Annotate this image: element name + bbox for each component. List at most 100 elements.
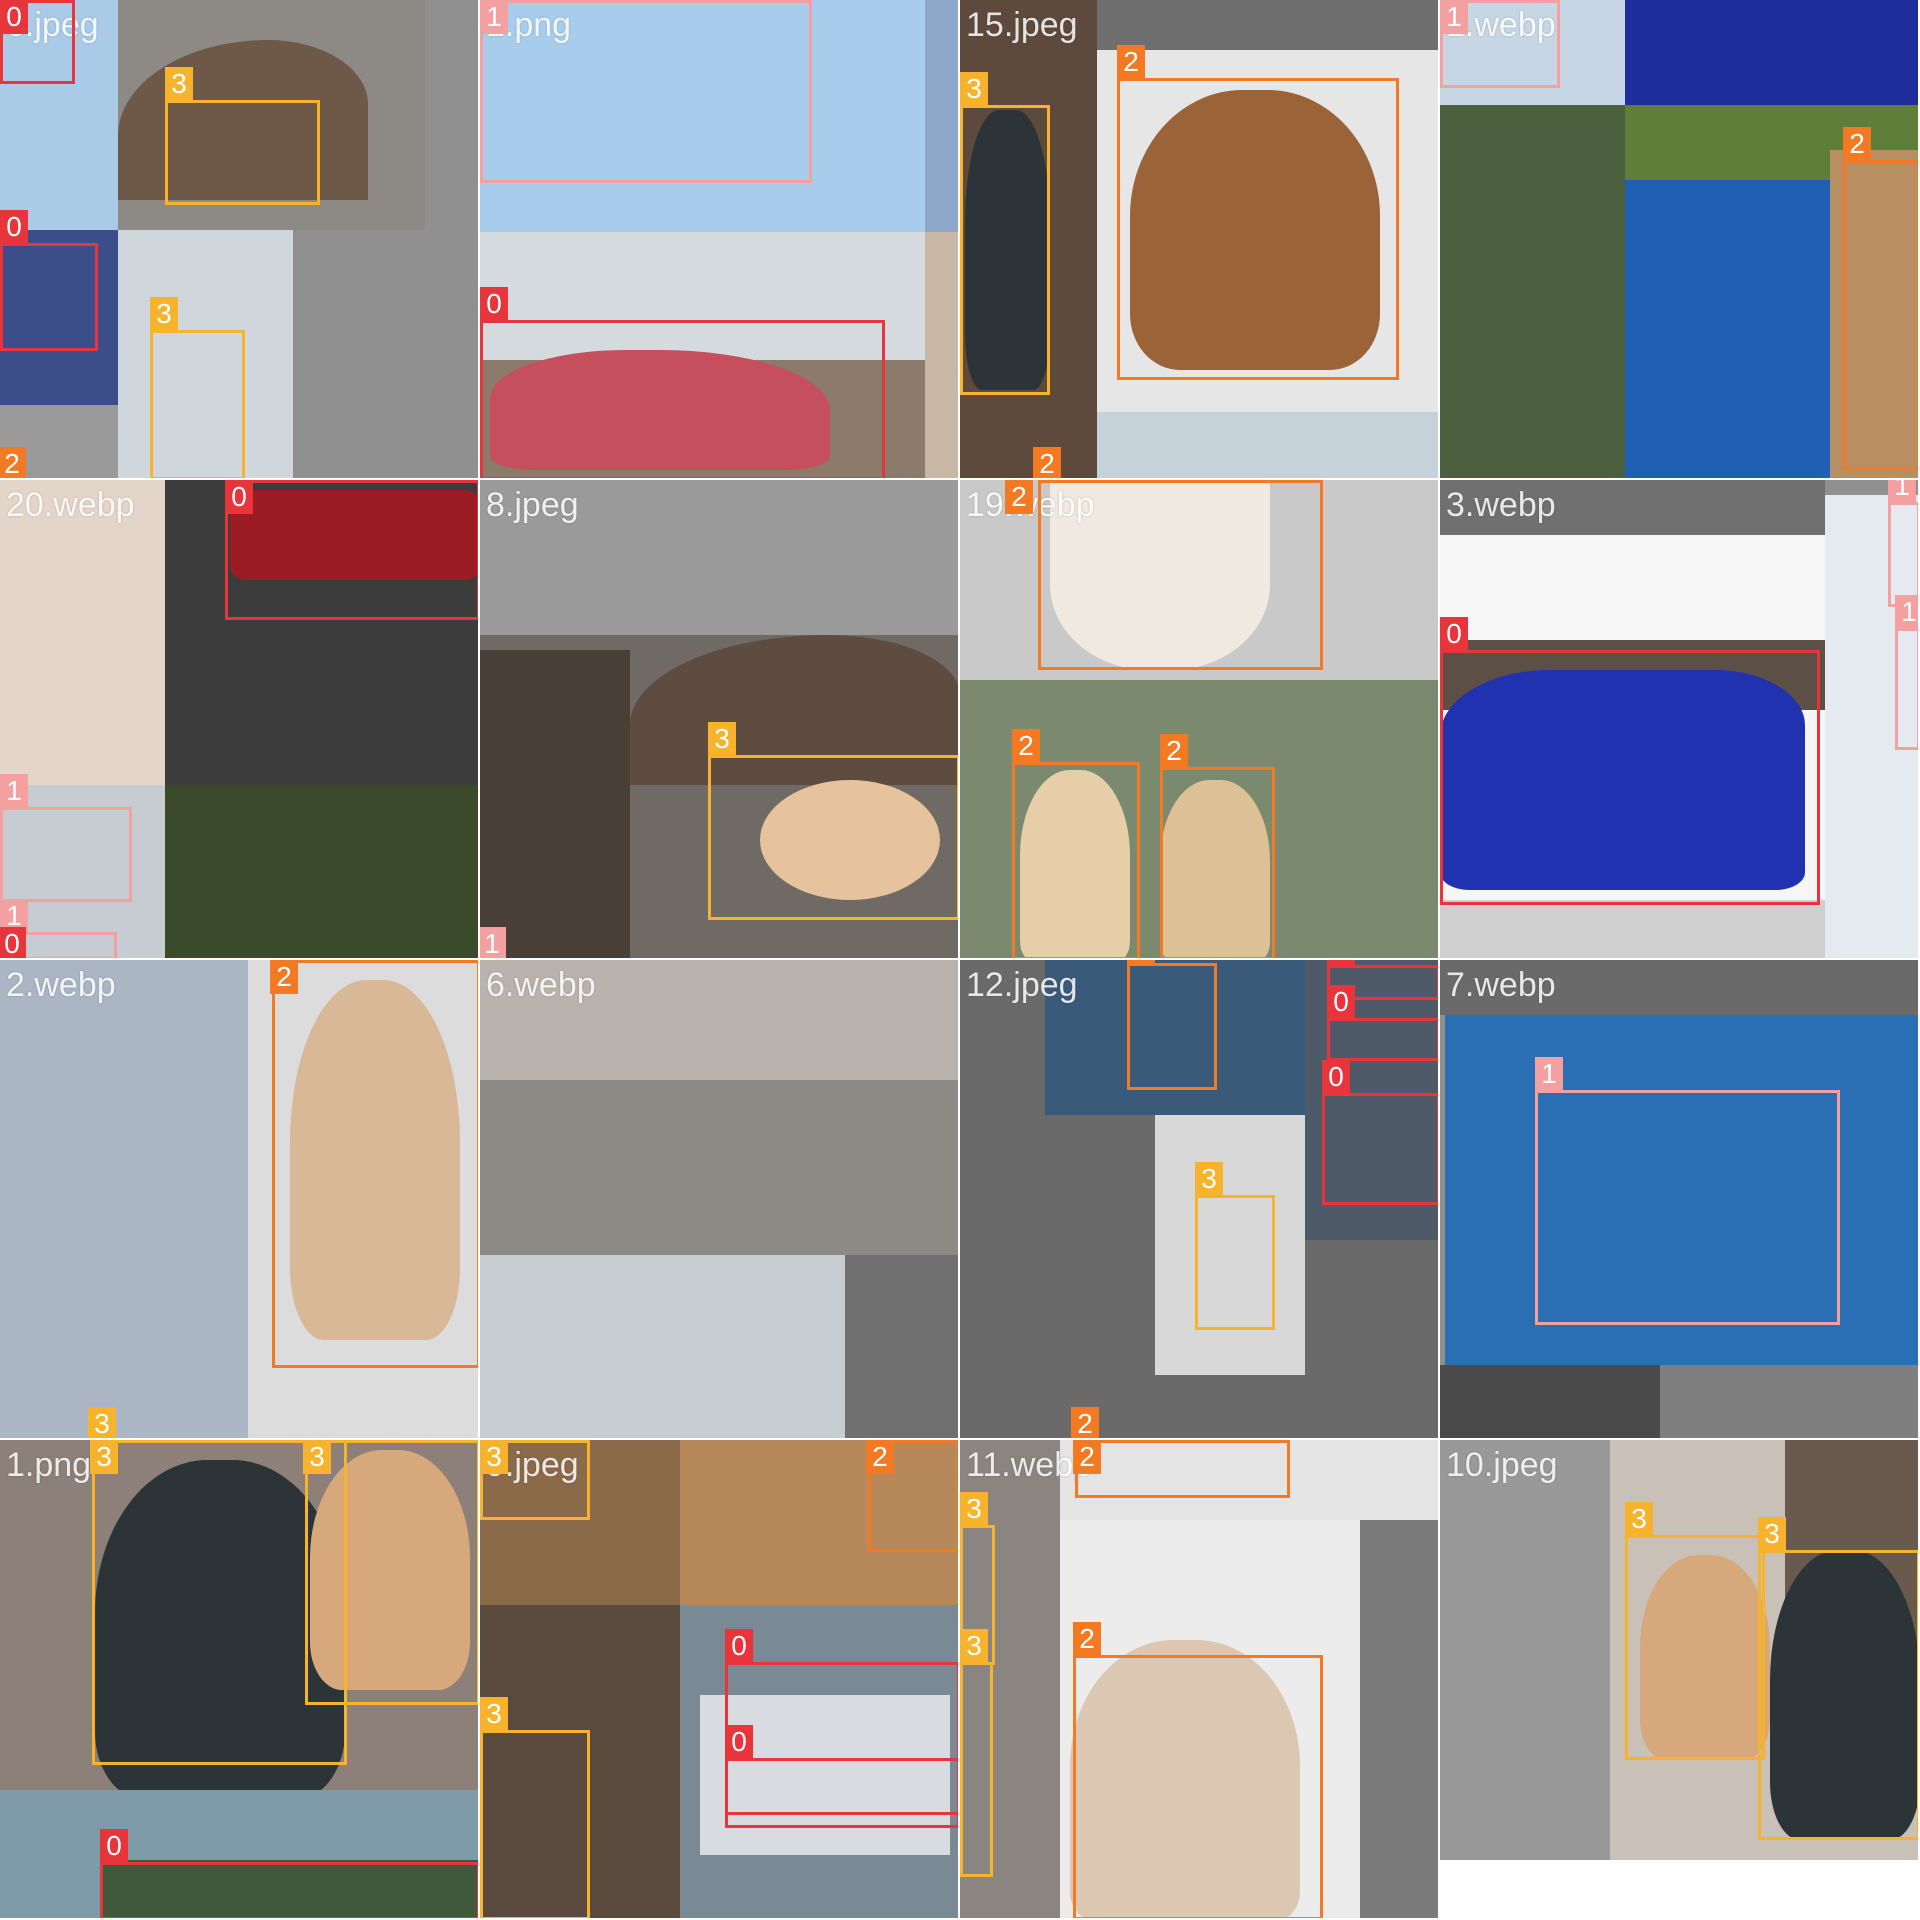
class-label: 0 — [1322, 1060, 1350, 1094]
bounding-box: 2 — [1160, 734, 1275, 958]
class-label: 3 — [303, 1440, 331, 1474]
tile-filename: 8.jpeg — [486, 486, 579, 524]
bounding-box: 2 — [1127, 960, 1217, 1090]
class-label: 2 — [1071, 1407, 1099, 1438]
mosaic-tile: 3.webp 1 0 1 — [1440, 480, 1920, 960]
class-label: 2 — [1117, 45, 1145, 79]
class-label: 1 — [0, 774, 28, 808]
bounding-box: 2 — [1012, 729, 1140, 958]
bounding-box: 0 — [1322, 1060, 1438, 1205]
class-label: 3 — [165, 67, 193, 101]
class-label: 2 — [866, 1440, 894, 1474]
bounding-box: 3 — [960, 1629, 993, 1877]
mosaic-tile: 20.webp 0 1 1 0 — [0, 480, 480, 960]
mosaic-tile: 15.jpeg 2 3 2 — [960, 0, 1440, 480]
class-label: 3 — [150, 297, 178, 331]
mosaic-tile: 1.png 3 3 0 — [0, 1440, 480, 1920]
class-label: 3 — [708, 722, 736, 756]
bounding-box: 0 — [1327, 985, 1438, 1061]
class-label: 0 — [1327, 985, 1355, 1019]
bounding-box: 2 — [1073, 1440, 1290, 1498]
class-label: 0 — [0, 210, 28, 244]
class-label: 1 — [480, 927, 506, 958]
class-label: 1 — [1895, 595, 1918, 629]
class-label: 3 — [480, 1440, 508, 1474]
bounding-box: 3 — [165, 67, 320, 205]
mosaic-tile: 19.webp 2 2 2 — [960, 480, 1440, 960]
class-label: 3 — [480, 1697, 508, 1731]
tile-filename: 10.jpeg — [1446, 1446, 1558, 1484]
bounding-box: 3 — [1195, 1162, 1275, 1330]
class-label: 2 — [1160, 734, 1188, 768]
tile-filename: 1.png — [6, 1446, 92, 1484]
class-label: 2 — [1005, 480, 1033, 514]
class-label: 0 — [0, 0, 28, 34]
tile-filename: 11.webp — [966, 1446, 1093, 1484]
class-label: 2 — [1033, 447, 1061, 478]
mosaic-tile: 10.jpeg 3 3 — [1440, 1440, 1920, 1920]
class-label: 0 — [1327, 960, 1355, 966]
class-label: 2 — [0, 447, 26, 478]
class-label: 3 — [960, 72, 988, 106]
bounding-box: 2 — [1843, 127, 1918, 470]
bounding-box: 0 — [1327, 960, 1438, 1000]
tile-filename: 3.webp — [1446, 486, 1556, 524]
class-label: 1 — [1888, 480, 1916, 503]
bounding-box: 0 — [225, 480, 478, 620]
bounding-box: 3 — [480, 1440, 590, 1520]
bounding-box: 0 — [0, 0, 75, 84]
mosaic-tile: 11.webp 3 3 2 2 — [960, 1440, 1440, 1920]
class-label: 3 — [88, 1407, 116, 1438]
bounding-box: 2 — [1005, 480, 1323, 670]
bounding-box: 0 — [1440, 617, 1820, 905]
class-label: 3 — [90, 1440, 118, 1474]
mosaic-tile: 8.jpeg 3 1 — [480, 480, 960, 960]
tile-filename: 15.jpeg — [966, 6, 1078, 44]
class-label: 0 — [225, 480, 253, 514]
class-label: 3 — [1758, 1517, 1786, 1551]
class-label: 1 — [1535, 1057, 1563, 1091]
bounding-box: 0 — [0, 210, 98, 351]
class-label: 2 — [1127, 960, 1155, 964]
bounding-box: 1 — [1895, 595, 1918, 750]
class-label: 2 — [1843, 127, 1871, 161]
bounding-box: 0 — [480, 287, 885, 478]
class-label: 2 — [1073, 1622, 1101, 1656]
bounding-box: 2 — [866, 1440, 958, 1552]
mosaic-tile: 1.png 1 0 — [480, 0, 960, 480]
bounding-box: 3 — [90, 1440, 347, 1765]
mosaic-tile: 9.jpeg 3 2 3 0 0 — [480, 1440, 960, 1920]
class-label: 0 — [0, 927, 26, 958]
bounding-box: 3 — [1625, 1502, 1765, 1760]
bounding-box: 3 — [480, 1697, 590, 1918]
class-label: 3 — [1195, 1162, 1223, 1196]
bounding-box: 3 — [303, 1440, 478, 1705]
tile-filename: 6.webp — [486, 966, 596, 1004]
bounding-box: 3 — [708, 722, 958, 920]
bounding-box: 1 — [1888, 480, 1918, 607]
class-label: 3 — [960, 1629, 988, 1663]
bounding-box: 1 — [1440, 0, 1560, 88]
bounding-box: 1 — [1535, 1057, 1840, 1325]
class-label: 2 — [270, 960, 298, 994]
mosaic-tile: 7.webp 1 — [1440, 960, 1920, 1440]
tile-filename: 12.jpeg — [966, 966, 1078, 1004]
bounding-box: 2 — [1073, 1622, 1323, 1918]
mosaic-tile: 1.webp 1 2 — [1440, 0, 1920, 480]
tile-filename: 20.webp — [6, 486, 135, 524]
bounding-box: 1 — [0, 774, 132, 902]
class-label: 2 — [1073, 1440, 1101, 1474]
bounding-box: 0 — [725, 1725, 958, 1828]
bounding-box: 3 — [960, 1492, 995, 1665]
class-label: 0 — [100, 1829, 128, 1863]
class-label: 0 — [725, 1725, 753, 1759]
mosaic-tile: 2.webp 2 3 — [0, 960, 480, 1440]
tile-filename: 7.webp — [1446, 966, 1556, 1004]
bounding-box: 3 — [150, 297, 245, 478]
tile-filename: 2.webp — [6, 966, 116, 1004]
class-label: 0 — [1440, 617, 1468, 651]
bounding-box: 0 — [100, 1829, 478, 1918]
mosaic-tile: 6.webp — [480, 960, 960, 1440]
class-label: 3 — [1625, 1502, 1653, 1536]
